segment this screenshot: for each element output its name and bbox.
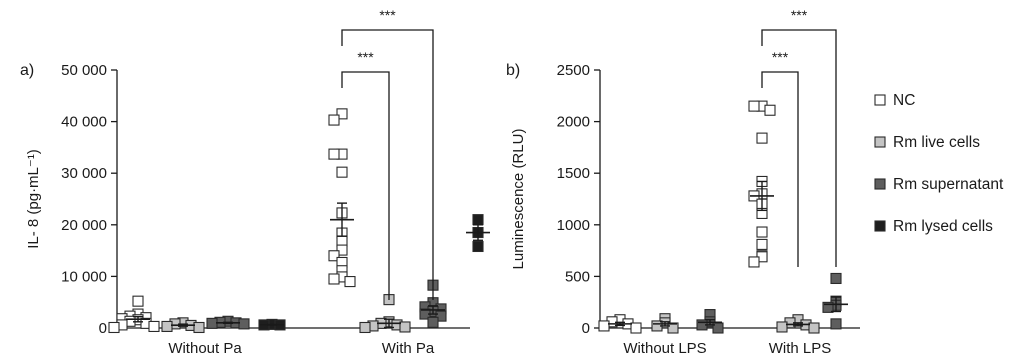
panel-b-chart: 0 500 1000 1500 2000 2500 b) Luminescence (RLU)… (506, 7, 860, 357)
y-tick-label: 50 000 (61, 62, 107, 79)
y-tick-label: 500 (565, 268, 590, 285)
data-point-rm-supernatant (427, 316, 439, 328)
panel-label: a) (20, 62, 34, 79)
x-tick-label: Without LPS (623, 340, 706, 357)
significance-label: *** (357, 49, 374, 65)
legend: NC Rm live cells Rm supernatant Rm lysed ce… (874, 92, 1004, 235)
data-point-rm-live-cells (161, 320, 173, 333)
data-point-nc (748, 100, 760, 112)
legend-swatch-rm-live-cells (874, 136, 886, 148)
y-tick-label: 1000 (557, 217, 590, 234)
significance-label: *** (772, 49, 789, 65)
panel-label: b) (506, 62, 520, 79)
data-point-rm-lysed-cells (472, 240, 484, 253)
data-point-rm-supernatant (238, 318, 250, 330)
significance-label: *** (379, 7, 396, 23)
y-tick-label: 10 000 (61, 268, 107, 285)
legend-label-rm-supernatant: Rm supernatant (893, 176, 1004, 193)
significance-bracket (341, 29, 434, 300)
y-axis-label: Luminescence (RLU) (510, 129, 527, 270)
y-tick-label: 0 (99, 320, 107, 337)
data-point-nc (328, 250, 340, 262)
significance-label: *** (791, 7, 808, 23)
data-point-nc (756, 132, 768, 144)
legend-swatch-rm-lysed-cells (874, 220, 886, 232)
data-point-nc (148, 320, 160, 333)
legend-swatch-nc (874, 94, 886, 106)
data-point-rm-live-cells (399, 321, 411, 333)
y-tick-label: 30 000 (61, 165, 107, 182)
legend-label-rm-live-cells: Rm live cells (893, 134, 980, 151)
data-point-rm-lysed-cells (472, 214, 484, 226)
data-point-rm-live-cells (808, 322, 820, 334)
panel-a-chart: 0 10 000 20 000 30 000 40 000 50 000 a) IL- 8 (… (20, 7, 490, 357)
y-tick-label: 20 000 (61, 217, 107, 234)
legend-swatch-rm-supernatant (874, 178, 886, 190)
data-point-rm-supernatant (830, 272, 842, 285)
data-point-rm-live-cells (776, 321, 788, 333)
y-tick-label: 0 (582, 320, 590, 337)
data-point-rm-supernatant (206, 317, 218, 329)
data-point-nc (756, 238, 768, 250)
data-point-nc (748, 256, 760, 268)
data-point-rm-live-cells (193, 321, 205, 334)
data-point-rm-supernatant (822, 301, 834, 313)
y-tick-label: 2000 (557, 114, 590, 131)
data-point-nc (328, 148, 340, 160)
y-tick-label: 2500 (557, 62, 590, 79)
data-point-nc (336, 108, 348, 120)
y-tick-label: 40 000 (61, 114, 107, 131)
significance-bracket (341, 71, 390, 300)
data-point-nc (336, 166, 348, 178)
legend-label-nc: NC (893, 92, 915, 109)
data-point-nc (598, 320, 610, 332)
data-point-nc (344, 276, 356, 288)
data-point-nc (108, 321, 120, 334)
data-point-rm-supernatant (830, 318, 842, 330)
data-point-nc (336, 244, 348, 256)
data-point-nc (132, 295, 144, 307)
significance-bracket (761, 71, 799, 267)
x-tick-label: Without Pa (168, 340, 242, 357)
data-point-nc (328, 114, 340, 126)
data-point-rm-live-cells (359, 321, 371, 334)
y-tick-label: 1500 (557, 165, 590, 182)
data-point-nc (756, 226, 768, 238)
data-point-nc (764, 104, 776, 116)
x-tick-label: With LPS (769, 340, 832, 357)
data-point-rm-live-cells (667, 322, 679, 334)
data-point-nc (328, 273, 340, 285)
data-point-rm-supernatant (435, 310, 447, 322)
data-point-nc (630, 322, 642, 334)
legend-label-rm-lysed-cells: Rm lysed cells (893, 218, 993, 235)
y-axis-label: IL- 8 (pg·mL⁻¹) (25, 149, 42, 249)
significance-bracket (761, 29, 837, 267)
x-tick-label: With Pa (382, 340, 435, 357)
